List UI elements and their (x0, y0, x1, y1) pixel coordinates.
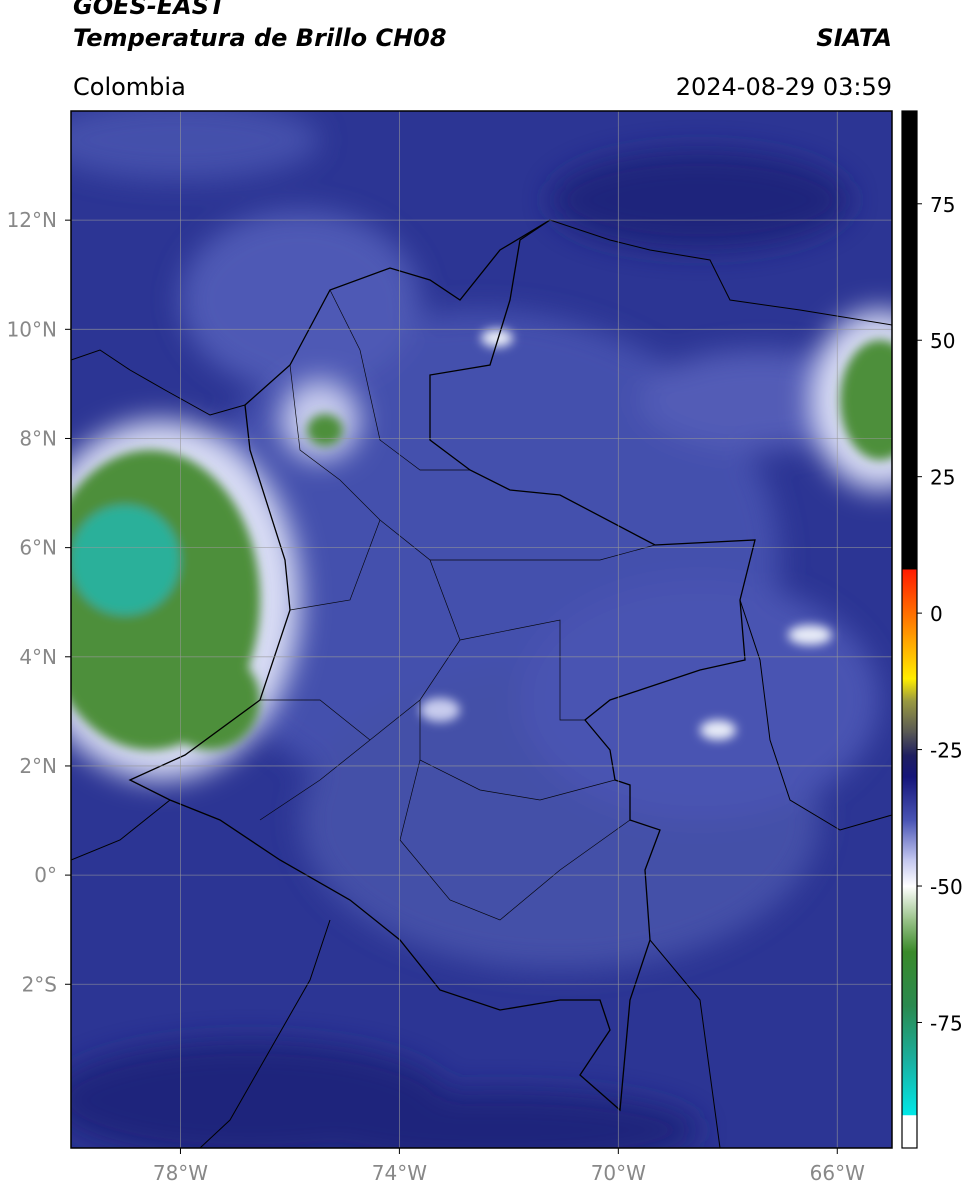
colorbar-tick-label: -25 (930, 739, 963, 763)
colorbar-segment (902, 858, 917, 887)
region: Colombia (73, 73, 186, 101)
title: GOES-EAST (73, 0, 227, 20)
satellite-image (71, 111, 892, 1148)
datetime: 2024-08-29 03:59 (676, 73, 892, 101)
colorbar-segment (902, 111, 917, 570)
colorbar-tick-label: -50 (930, 875, 963, 899)
y-tick-label: 2°N (19, 754, 57, 778)
x-tick-label: 78°W (153, 1161, 208, 1185)
colorbar-segment (902, 678, 917, 701)
colorbar-tick-label: -75 (930, 1011, 963, 1035)
colorbar-segment (902, 634, 917, 680)
colorbar-segment (902, 951, 917, 1007)
x-tick-label: 66°W (810, 1161, 865, 1185)
map-frame (70, 110, 893, 1149)
subtitle: Temperatura de Brillo CH08 (73, 24, 447, 52)
colorbar-segment (902, 700, 917, 734)
y-tick-label: 10°N (7, 317, 57, 341)
colorbar-frame (901, 110, 918, 1149)
source: SIATA (816, 24, 892, 52)
y-tick-label: 12°N (7, 208, 57, 232)
colorbar-tick-label: 50 (930, 329, 955, 353)
colorbar-tick-label: 75 (930, 193, 955, 217)
y-tick-label: 8°N (19, 426, 57, 450)
colorbar-segment (902, 1060, 917, 1116)
colorbar-segment (902, 733, 917, 756)
x-tick-label: 74°W (372, 1161, 427, 1185)
colorbar-segment (902, 886, 917, 920)
colorbar-tick-label: 25 (930, 466, 955, 490)
colorbar-segment (902, 776, 917, 822)
x-tick-label: 70°W (591, 1161, 646, 1185)
colorbar-segment (902, 820, 917, 860)
y-tick-label: 4°N (19, 645, 57, 669)
y-tick-label: 0° (34, 863, 57, 887)
y-tick-label: 6°N (19, 536, 57, 560)
colorbar-tick-label: 0 (930, 602, 943, 626)
colorbar-segment (902, 755, 917, 778)
y-tick-label: 2°S (22, 972, 57, 996)
colorbar-segment (902, 1006, 917, 1062)
colorbar-segment (902, 918, 917, 953)
colorbar-segment (902, 1115, 917, 1149)
colorbar-segment (902, 569, 917, 636)
